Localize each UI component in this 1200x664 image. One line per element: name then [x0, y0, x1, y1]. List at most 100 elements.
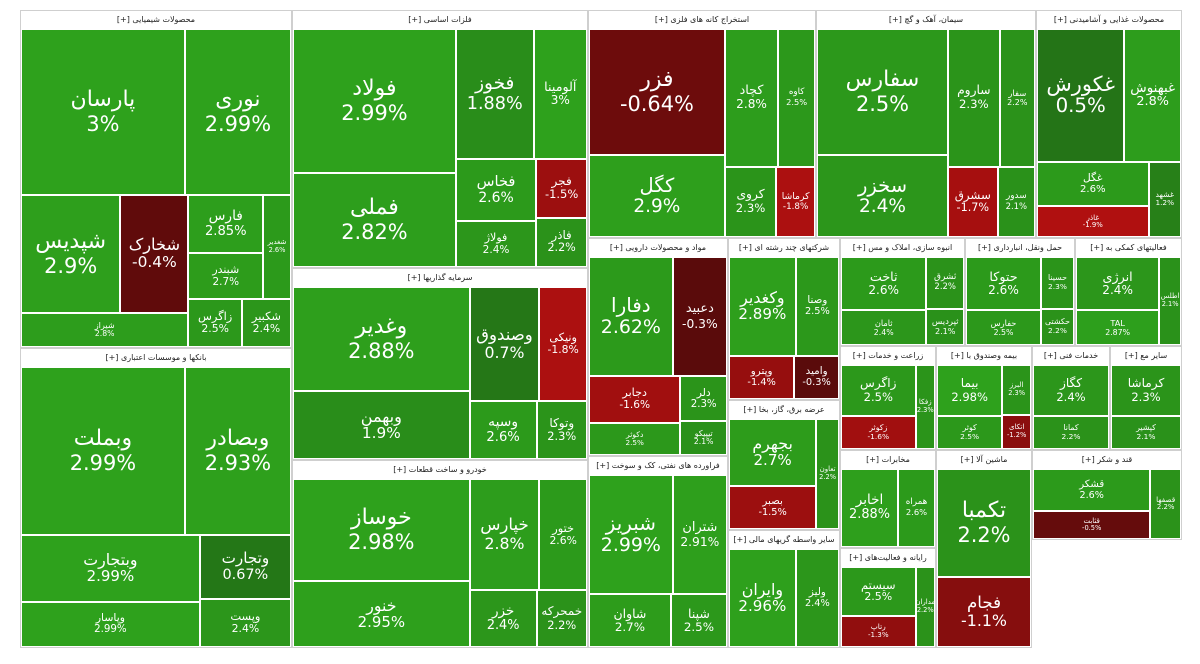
stock-tile[interactable]: غکورش 0.5% [1037, 29, 1125, 162]
stock-tile[interactable]: سفارس 2.5% [817, 29, 948, 156]
sector-title[interactable]: قند و شکر [+] [1033, 451, 1181, 470]
stock-tile[interactable]: خپارس 2.8% [469, 479, 540, 591]
stock-tile[interactable]: غاذر -1.9% [1037, 206, 1149, 237]
stock-tile[interactable]: اتکای -1.2% [1002, 414, 1031, 449]
stock-tile[interactable]: شخارک -0.4% [120, 195, 189, 313]
stock-tile[interactable]: سفار 2.2% [999, 29, 1035, 167]
stock-tile[interactable]: اخابر 2.88% [841, 469, 899, 547]
stock-tile[interactable]: فجر -1.5% [536, 158, 587, 218]
stock-tile[interactable]: کروی 2.3% [724, 166, 777, 237]
stock-tile[interactable]: شتران 2.91% [672, 475, 727, 595]
stock-tile[interactable]: حسینا 2.3% [1041, 257, 1074, 310]
sector-title[interactable]: سیمان، آهک و گچ [+] [817, 11, 1035, 30]
stock-tile[interactable]: خزر 2.4% [469, 590, 537, 647]
stock-tile[interactable]: قشکر 2.6% [1033, 469, 1151, 512]
stock-tile[interactable]: قصفها 2.2% [1150, 469, 1181, 539]
sector-title[interactable]: سایر مع [+] [1111, 347, 1181, 366]
stock-tile[interactable]: دکوثر 2.5% [589, 422, 681, 455]
sector-title[interactable]: محصولات شیمیایی [+] [21, 11, 291, 30]
stock-tile[interactable]: وکغدیر 2.89% [729, 257, 796, 356]
sector-title[interactable]: ماشین آلا [+] [937, 451, 1031, 470]
stock-tile[interactable]: فخوز 1.88% [455, 29, 534, 159]
sector-title[interactable]: محصولات غذایی و آشامیدنی [+] [1037, 11, 1181, 30]
stock-tile[interactable]: فولاد 2.99% [293, 29, 456, 174]
stock-tile[interactable]: TAL 2.87% [1076, 310, 1160, 345]
stock-tile[interactable]: خمحرکه 2.2% [536, 590, 587, 647]
stock-tile[interactable]: زاگرس 2.5% [188, 299, 242, 347]
stock-tile[interactable]: تکمبا 2.2% [937, 469, 1031, 577]
stock-tile[interactable]: ختور 2.6% [539, 479, 587, 591]
sector-title[interactable]: سرمایه گذاریها [+] [293, 269, 587, 288]
sector-title[interactable]: سایر واسطه گریهای مالی [+] [729, 531, 839, 550]
stock-tile[interactable]: فاذر 2.2% [536, 217, 587, 267]
stock-tile[interactable]: حکشتی 2.2% [1041, 309, 1074, 345]
stock-tile[interactable]: بصبر -1.5% [729, 485, 817, 529]
stock-tile[interactable]: تعاون 2.2% [816, 419, 839, 529]
stock-tile[interactable]: ثشرق 2.2% [926, 257, 964, 310]
stock-tile[interactable]: حتوکا 2.6% [966, 257, 1041, 311]
stock-tile[interactable]: وپست 2.4% [199, 598, 291, 647]
stock-tile[interactable]: فجام -1.1% [937, 577, 1031, 647]
sector-title[interactable]: مخابرات [+] [841, 451, 935, 470]
stock-tile[interactable]: زکوثر -1.6% [841, 415, 916, 449]
stock-tile[interactable]: وصندوق 0.7% [469, 287, 540, 401]
stock-tile[interactable]: انرژی 2.4% [1076, 257, 1160, 311]
stock-tile[interactable]: شپنا 2.5% [670, 594, 727, 647]
stock-tile[interactable]: سشرق -1.7% [948, 166, 998, 237]
stock-tile[interactable]: وبهمن 1.9% [293, 391, 470, 459]
stock-tile[interactable]: ثپردیس 2.1% [926, 309, 964, 345]
stock-tile[interactable]: شیراز 2.8% [21, 312, 189, 347]
sector-title[interactable]: انبوه سازی، املاک و مس [+] [841, 239, 964, 258]
stock-tile[interactable]: رتاپ -1.3% [841, 615, 916, 647]
stock-tile[interactable]: کگاز 2.4% [1033, 365, 1109, 416]
stock-tile[interactable]: قثابت -0.5% [1033, 511, 1151, 539]
stock-tile[interactable]: وپاسار 2.99% [21, 601, 200, 647]
stock-tile[interactable]: خوساز 2.98% [293, 479, 470, 581]
stock-tile[interactable]: وایران 2.96% [729, 549, 796, 647]
stock-tile[interactable]: حفارس 2.5% [966, 310, 1041, 345]
stock-tile[interactable]: شپدیس 2.9% [21, 195, 121, 313]
sector-title[interactable]: فلزات اساسی [+] [293, 11, 587, 30]
stock-tile[interactable]: بجهرم 2.7% [729, 419, 817, 486]
stock-tile[interactable]: بیما 2.98% [937, 365, 1003, 416]
stock-tile[interactable]: غشهد 1.2% [1148, 161, 1181, 237]
stock-tile[interactable]: ساروم 2.3% [948, 29, 1000, 167]
stock-tile[interactable]: اطلس 2.1% [1159, 257, 1181, 345]
stock-tile[interactable]: وامید -0.3% [794, 355, 839, 399]
stock-tile[interactable]: فملی 2.82% [293, 173, 456, 267]
stock-tile[interactable]: البرز 2.3% [1002, 365, 1031, 415]
stock-tile[interactable]: آلومینا 3% [533, 29, 587, 159]
sector-title[interactable]: خدمات فنی [+] [1033, 347, 1109, 366]
sector-title[interactable]: زراعت و خدمات [+] [841, 347, 935, 366]
stock-tile[interactable]: کپشیر 2.1% [1111, 415, 1181, 449]
stock-tile[interactable]: فخاس 2.6% [455, 158, 537, 221]
sector-title[interactable]: بانکها و موسسات اعتباری [+] [21, 349, 291, 368]
sector-title[interactable]: خودرو و ساخت قطعات [+] [293, 461, 587, 480]
sector-title[interactable]: بیمه وصندوق با [+] [937, 347, 1031, 366]
stock-tile[interactable]: سخزر 2.4% [817, 155, 948, 237]
sector-title[interactable]: استخراج کانه های فلزی [+] [589, 11, 815, 30]
stock-tile[interactable]: وبتجارت 2.99% [21, 535, 200, 602]
stock-tile[interactable]: ونیکی -1.8% [539, 287, 587, 401]
stock-tile[interactable]: دفارا 2.62% [589, 257, 673, 376]
stock-tile[interactable]: کچاد 2.8% [724, 29, 779, 167]
stock-tile[interactable]: همراه 2.6% [898, 469, 935, 547]
sector-title[interactable]: مواد و محصولات دارویی [+] [589, 239, 727, 258]
stock-tile[interactable]: فزر -0.64% [589, 29, 725, 156]
stock-tile[interactable]: کاوه 2.5% [778, 29, 815, 167]
stock-tile[interactable]: سدور 2.1% [997, 166, 1035, 237]
stock-tile[interactable]: دلر 2.3% [680, 375, 727, 422]
stock-tile[interactable]: دجابر -1.6% [589, 375, 681, 423]
stock-tile[interactable]: تیپیکو 2.1% [680, 421, 727, 455]
stock-tile[interactable]: شبندر 2.7% [188, 252, 264, 300]
stock-tile[interactable]: وبملت 2.99% [21, 367, 185, 536]
stock-tile[interactable]: شکبیر 2.4% [241, 299, 291, 347]
sector-title[interactable]: رایانه و فعالیت‌های [+] [841, 549, 935, 568]
stock-tile[interactable]: وتجارت 0.67% [199, 535, 291, 599]
stock-tile[interactable]: شغدیر 2.6% [263, 195, 291, 300]
stock-tile[interactable]: ثامان 2.4% [841, 310, 927, 345]
stock-tile[interactable]: وتوکا 2.3% [536, 400, 587, 459]
stock-tile[interactable]: کرماشا 2.3% [1111, 365, 1181, 416]
stock-tile[interactable]: وغدیر 2.88% [293, 287, 470, 392]
stock-tile[interactable]: مداران 2.2% [915, 567, 935, 647]
